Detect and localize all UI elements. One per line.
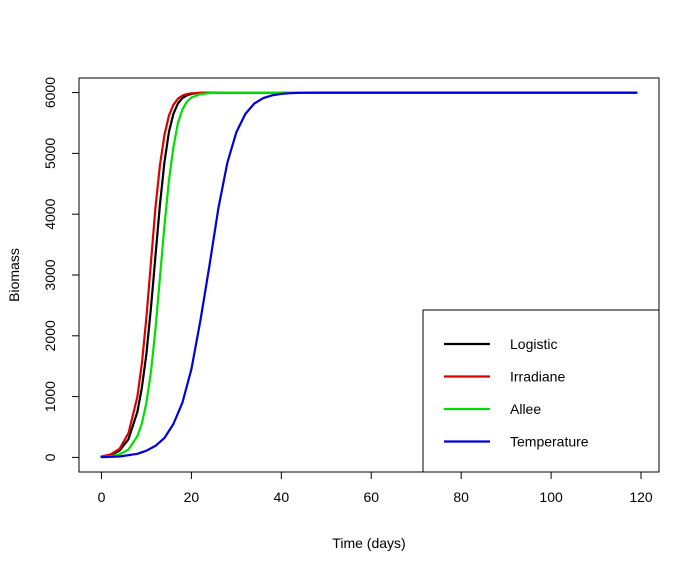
x-axis-label: Time (days) [332,535,405,551]
legend-items: Logistic Irradiane Allee Temperature [444,336,589,450]
y-tick-label: 0 [42,453,58,461]
y-axis: 0 1000 2000 3000 4000 5000 6000 [42,77,80,461]
legend-label-logistic: Logistic [510,336,557,352]
y-tick-label: 5000 [42,138,58,169]
y-tick-label: 2000 [42,320,58,351]
legend-box [422,309,660,473]
y-tick-label: 4000 [42,198,58,229]
x-tick-label: 100 [539,489,563,505]
x-tick-label: 40 [274,489,290,505]
series-line-allee [100,91,638,458]
y-axis-label: Biomass [6,248,22,302]
series-line-temperature [100,91,638,459]
x-tick-label: 20 [184,489,200,505]
legend: Logistic Irradiane Allee Temperature [422,309,660,473]
x-tick-label: 0 [98,489,106,505]
x-axis: 0 20 40 60 80 100 120 [98,471,653,505]
y-tick-label: 1000 [42,381,58,412]
x-tick-label: 60 [363,489,379,505]
legend-label-temperature: Temperature [510,434,589,450]
y-tick-label: 3000 [42,259,58,290]
x-tick-label: 120 [629,489,653,505]
legend-label-irradiane: Irradiane [510,369,565,385]
legend-label-allee: Allee [510,401,541,417]
y-tick-label: 6000 [42,77,58,108]
series-lines [100,91,638,459]
x-tick-label: 80 [453,489,469,505]
